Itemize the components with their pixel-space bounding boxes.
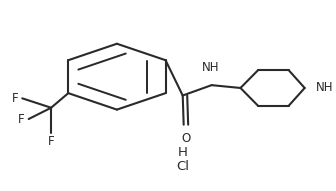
Text: F: F <box>48 135 54 148</box>
Text: O: O <box>182 132 191 145</box>
Text: F: F <box>18 112 25 125</box>
Text: NH: NH <box>316 82 333 95</box>
Text: H: H <box>178 146 187 159</box>
Text: Cl: Cl <box>176 160 189 173</box>
Text: F: F <box>12 92 18 105</box>
Text: NH: NH <box>202 61 219 74</box>
